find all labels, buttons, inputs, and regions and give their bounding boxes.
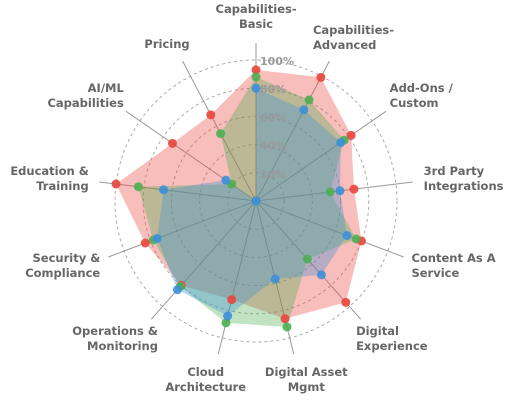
spoke xyxy=(217,200,257,355)
spoke xyxy=(255,200,404,258)
r-tick-label: 60% xyxy=(260,111,286,124)
data-point xyxy=(251,83,261,93)
series-area xyxy=(138,76,357,327)
grid-circle xyxy=(142,87,370,315)
spoke xyxy=(255,110,387,202)
category-label: Add-Ons / Custom xyxy=(389,81,453,111)
data-point xyxy=(351,234,361,244)
data-point xyxy=(159,185,169,195)
category-label: Content As A Service xyxy=(411,251,496,281)
data-point xyxy=(251,65,261,75)
category-label: Operations & Monitoring xyxy=(72,323,158,353)
data-point xyxy=(206,110,216,120)
category-label: 3rd Party Integrations xyxy=(423,163,504,193)
data-point xyxy=(302,254,312,264)
data-point xyxy=(316,72,326,82)
data-point xyxy=(216,129,226,139)
data-point xyxy=(336,138,346,148)
data-point xyxy=(346,130,356,140)
data-point xyxy=(111,179,121,189)
r-tick-label: 40% xyxy=(260,140,286,153)
grid-circle xyxy=(114,59,398,343)
data-point xyxy=(221,175,231,185)
data-point xyxy=(299,105,309,115)
r-tick-label: 100% xyxy=(260,55,294,68)
spoke xyxy=(99,181,257,202)
category-label: Pricing xyxy=(144,37,190,52)
data-point xyxy=(335,186,345,196)
series-area xyxy=(116,69,362,319)
spoke xyxy=(108,200,257,258)
category-label: Capabilities- Basic xyxy=(215,1,297,31)
category-label: Education & Training xyxy=(10,163,89,193)
data-point xyxy=(316,270,326,280)
data-point xyxy=(270,274,280,284)
data-point xyxy=(140,238,150,248)
data-point xyxy=(280,314,290,324)
data-point xyxy=(167,138,177,148)
category-label: Cloud Architecture xyxy=(165,364,247,394)
category-label: Digital Asset Mgmt xyxy=(264,364,348,394)
data-point xyxy=(221,318,231,328)
r-tick-label: 80% xyxy=(260,83,286,96)
data-point xyxy=(342,230,352,240)
data-point xyxy=(341,297,351,307)
spoke xyxy=(150,200,257,320)
category-label: AI/ML Capabilities xyxy=(47,81,124,111)
data-point xyxy=(251,72,261,82)
category-label: Security & Compliance xyxy=(25,251,101,281)
data-point xyxy=(325,187,335,197)
data-point xyxy=(251,196,261,206)
data-point xyxy=(282,322,292,332)
data-point xyxy=(227,295,237,305)
category-label: Capabilities- Advanced xyxy=(312,22,395,52)
data-point xyxy=(152,233,162,243)
category-label: Digital Experience xyxy=(356,323,428,353)
data-point xyxy=(133,182,143,192)
spoke xyxy=(255,60,330,202)
data-point xyxy=(304,95,314,105)
data-point xyxy=(349,184,359,194)
data-point xyxy=(172,285,182,295)
data-point xyxy=(223,311,233,321)
r-tick-label: 20% xyxy=(260,168,286,181)
